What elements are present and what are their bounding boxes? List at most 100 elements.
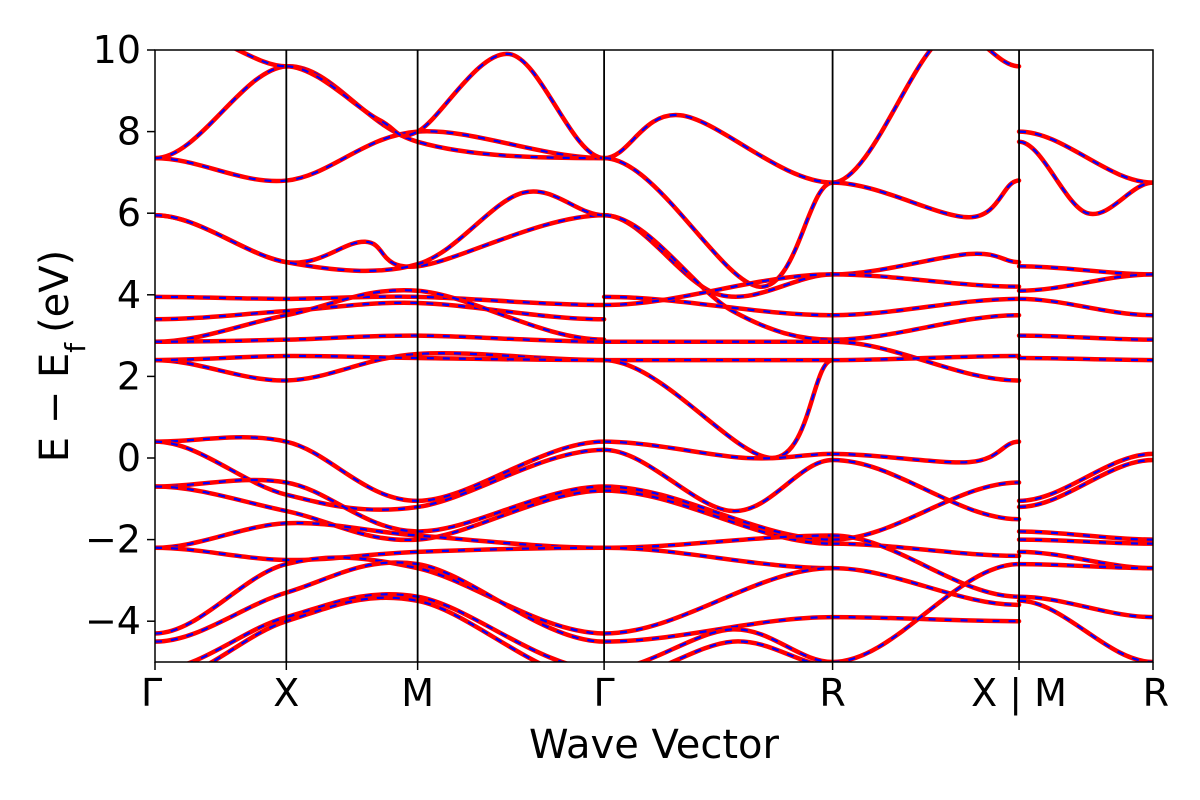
plot-frame — [154, 49, 1154, 663]
high-symmetry-lines — [285, 50, 1020, 662]
band-dash-1 — [155, 65, 605, 160]
band-line-56 — [830, 561, 1022, 662]
y-tick-label-2: 0 — [117, 436, 141, 480]
band-dash-48 — [832, 354, 1020, 362]
y-tick-label-6: 8 — [117, 110, 141, 154]
y-tick-label-0: −4 — [85, 599, 141, 643]
x-tick-label-2: M — [401, 671, 434, 715]
band-dash-54 — [832, 567, 1020, 606]
band-dash-12 — [155, 436, 605, 502]
band-dash-63 — [1019, 356, 1153, 362]
band-line-40 — [666, 639, 818, 662]
x-tick-label-1: X — [273, 671, 299, 715]
band-dash-55 — [832, 616, 1020, 623]
band-dash-34 — [604, 489, 833, 545]
y-axis-label-unit: (eV) — [32, 250, 78, 333]
band-dash-45 — [832, 297, 1020, 317]
band-dash-20 — [188, 593, 566, 662]
band-dash-58 — [1018, 140, 1153, 216]
band-line-55 — [830, 614, 1022, 624]
band-line-42 — [830, 178, 1022, 220]
band-line-45 — [830, 296, 1022, 318]
y-axis-label-main: E − E — [32, 353, 78, 463]
band-dash-41 — [832, 50, 1020, 184]
band-dash-46 — [832, 314, 1020, 341]
x-tick-label-3: Γ — [594, 671, 615, 715]
band-dash-67 — [1019, 538, 1153, 545]
band-dash-7 — [155, 301, 605, 321]
x-axis-label: Wave Vector — [529, 722, 780, 768]
band-line-5 — [155, 189, 607, 274]
y-axis: −4 −2 0 2 4 6 8 10 — [85, 28, 155, 643]
band-dash-68 — [1019, 550, 1153, 570]
band-dash-31 — [604, 440, 833, 460]
y-tick-label-5: 6 — [117, 191, 141, 235]
band-line-46 — [830, 312, 1022, 342]
band-dash-19 — [155, 561, 605, 643]
band-dash-0 — [155, 130, 605, 183]
band-dash-9 — [155, 334, 605, 343]
y-axis-label: E − Ef (eV) — [32, 250, 92, 463]
band-dash-43 — [832, 252, 1020, 276]
band-line-48 — [830, 353, 1022, 363]
y-tick-label-1: −2 — [85, 518, 141, 562]
x-tick-label-5: X | M — [971, 671, 1067, 716]
band-line-14 — [155, 477, 607, 534]
x-tick-label-0: Γ — [141, 671, 162, 715]
band-line-39 — [635, 627, 835, 662]
band-dash-70 — [1019, 595, 1153, 619]
band-dash-59 — [1019, 265, 1153, 276]
y-tick-label-4: 4 — [117, 273, 141, 317]
band-dash-16 — [155, 521, 605, 549]
band-dash-10 — [155, 352, 605, 382]
y-tick-label-7: 10 — [93, 28, 141, 72]
band-dash-39 — [639, 628, 833, 662]
band-dash-4 — [155, 214, 605, 268]
band-line-43 — [830, 251, 1022, 277]
band-dash-5 — [155, 190, 605, 272]
band-dash-57 — [1019, 130, 1153, 184]
band-dash-49 — [832, 440, 1020, 464]
band-line-13 — [155, 439, 607, 512]
band-dash-37 — [604, 567, 833, 635]
y-axis-label-sub: f — [59, 342, 92, 353]
band-line-4 — [155, 212, 607, 269]
band-dash-23 — [604, 157, 833, 288]
band-dash-2 — [235, 50, 287, 68]
band-line-15 — [155, 484, 607, 543]
band-dash-26 — [604, 295, 833, 317]
band-line-52 — [830, 541, 1022, 559]
band-dash-44 — [832, 273, 1020, 288]
band-line-64 — [1016, 451, 1153, 504]
band-dash-36 — [604, 546, 833, 570]
band-line-8 — [155, 287, 607, 344]
band-dash-32 — [604, 448, 833, 513]
band-line-3 — [284, 51, 607, 161]
band-dash-11 — [155, 354, 605, 362]
band-dash-71 — [1019, 599, 1153, 662]
band-line-37 — [601, 565, 835, 636]
band-line-31 — [601, 439, 835, 461]
band-dash-61 — [1019, 297, 1153, 317]
band-dash-69 — [1019, 562, 1153, 570]
band-dash-60 — [1019, 273, 1153, 292]
band-line-21 — [207, 595, 542, 662]
band-dash-50 — [832, 458, 1020, 521]
y-tick-label-3: 2 — [117, 354, 141, 398]
x-axis: Γ X M Γ R X | M R — [141, 662, 1169, 716]
band-dash-6 — [155, 295, 605, 307]
band-line-20 — [185, 592, 570, 662]
band-line-49 — [830, 439, 1022, 465]
band-dash-17 — [155, 546, 605, 562]
band-dash-47 — [832, 340, 1020, 382]
band-lines — [155, 50, 1153, 662]
x-tick-label-4: R — [819, 671, 845, 715]
band-dash-62 — [1019, 334, 1153, 341]
band-line-71 — [1016, 598, 1153, 662]
band-dash-35 — [604, 534, 833, 549]
x-tick-label-6: R — [1143, 671, 1169, 715]
band-line-44 — [830, 272, 1022, 289]
band-dash-33 — [604, 485, 833, 541]
band-line-23 — [601, 155, 835, 289]
